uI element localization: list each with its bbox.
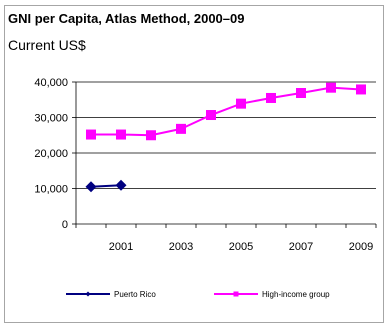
axes	[72, 81, 377, 228]
data-point	[326, 82, 336, 93]
data-point	[146, 130, 156, 141]
data-point	[356, 84, 366, 95]
x-tick-label: 2009	[349, 241, 373, 253]
data-point	[206, 110, 216, 121]
data-point	[236, 98, 246, 109]
y-tick-labels: 0 10,000 20,000 30,000 40,000	[34, 77, 68, 231]
series-line	[91, 86, 362, 137]
series	[85, 82, 366, 193]
y-tick-label: 20,000	[34, 148, 68, 160]
x-tick-label: 2005	[229, 241, 253, 253]
grid-lines	[76, 81, 376, 189]
data-point	[116, 129, 126, 140]
series-1	[85, 179, 127, 193]
y-tick-label: 0	[62, 219, 68, 231]
y-tick-label: 30,000	[34, 113, 68, 125]
x-tick-label: 2003	[169, 241, 193, 253]
x-tick-label: 2001	[109, 241, 133, 253]
chart-title: GNI per Capita, Atlas Method, 2000–09	[8, 11, 245, 26]
chart-frame	[4, 5, 384, 323]
data-point	[266, 92, 276, 103]
x-tick-labels: 2001 2003 2005 2007 2009	[109, 241, 373, 253]
y-tick-label: 10,000	[34, 184, 68, 196]
series-2	[86, 82, 366, 141]
legend: Puerto Rico High-income group	[66, 290, 330, 299]
data-point	[115, 179, 127, 191]
chart-subtitle: Current US$	[8, 37, 86, 53]
legend-marker	[85, 291, 91, 297]
legend-label: High-income group	[262, 290, 330, 299]
data-point	[85, 181, 97, 193]
legend-label: Puerto Rico	[114, 290, 156, 299]
legend-marker	[233, 291, 239, 297]
y-tick-label: 40,000	[34, 77, 68, 89]
data-point	[296, 88, 306, 99]
data-point	[176, 123, 186, 134]
x-tick-label: 2007	[289, 241, 313, 253]
data-point	[86, 129, 96, 140]
